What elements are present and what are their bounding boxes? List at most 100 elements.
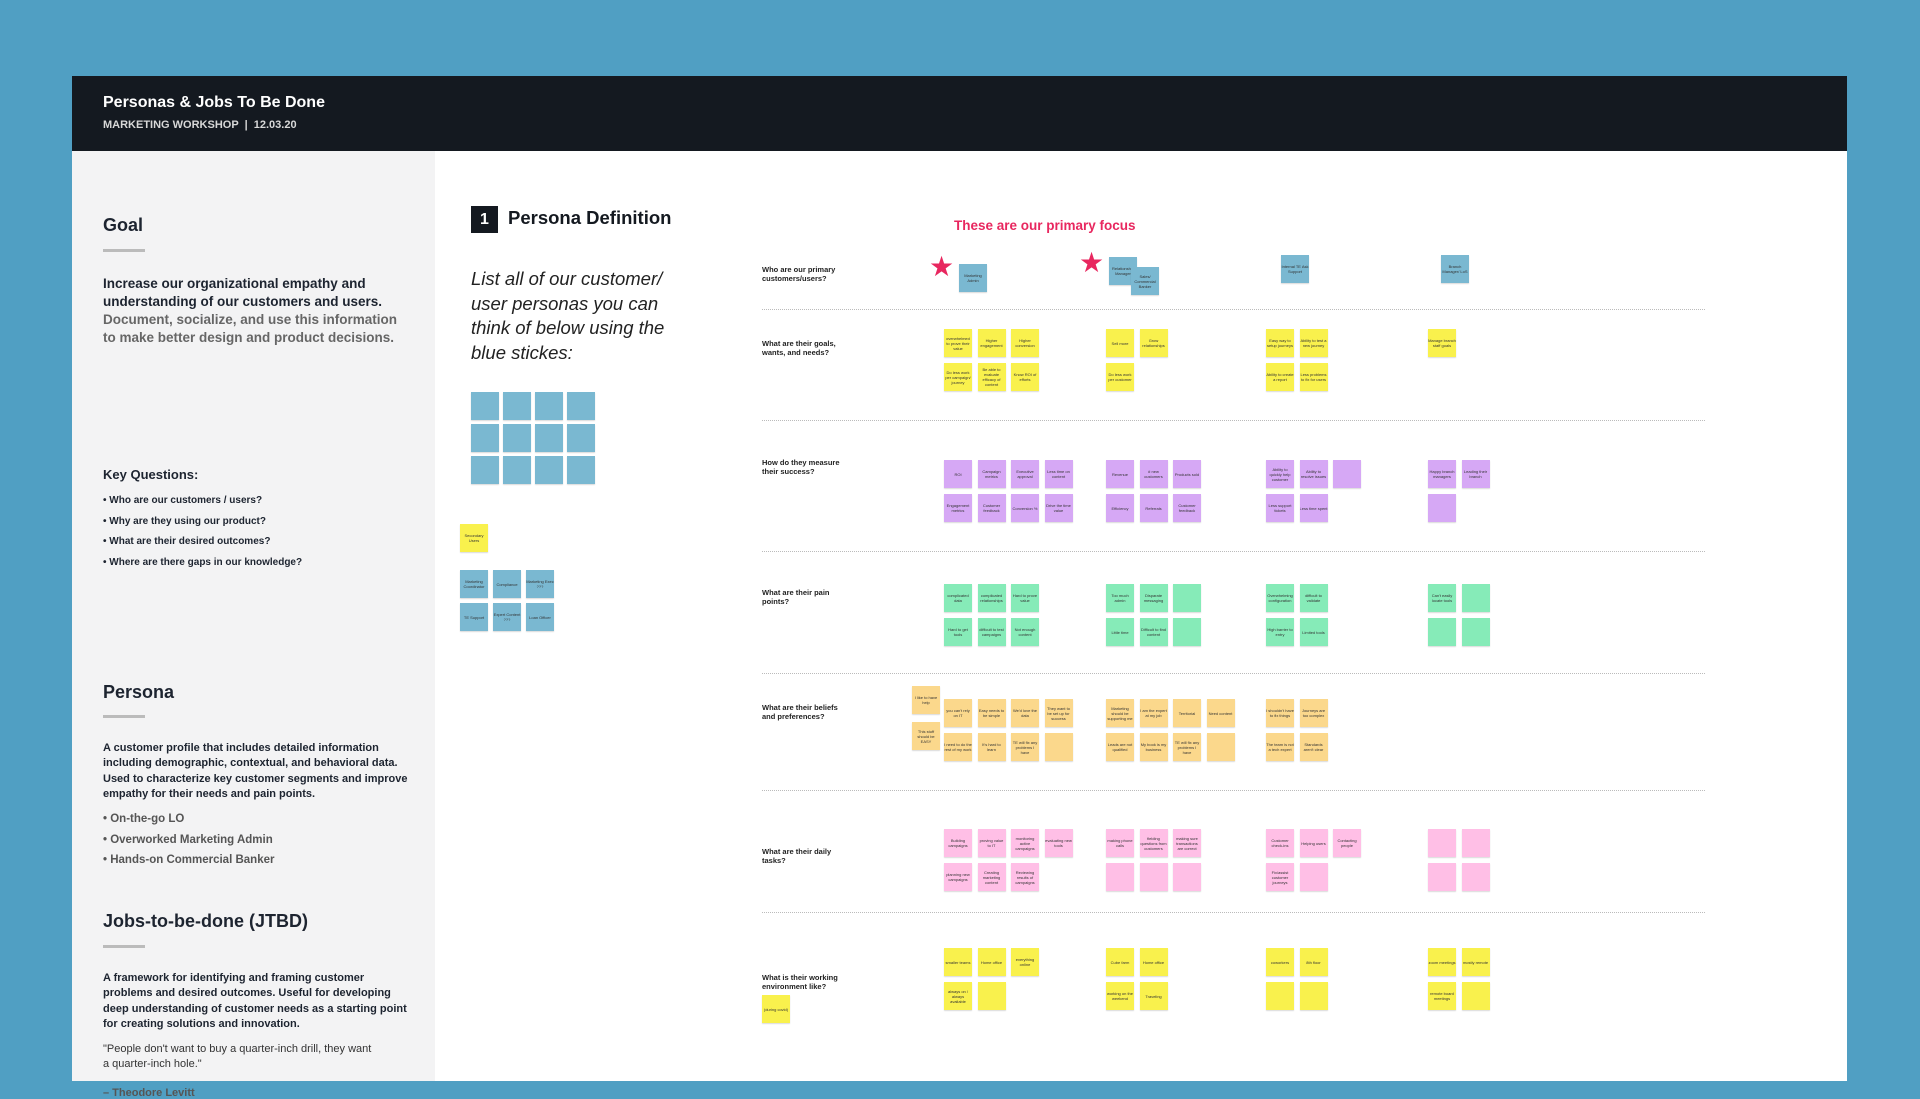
sticky-note: Ability to create a report (1266, 363, 1294, 391)
goal-bold: Increase our organizational empathy and … (103, 276, 383, 309)
sticky-note: Executive approval (1011, 460, 1039, 488)
sticky-note: Compliance (493, 570, 521, 598)
sticky-note (1461, 982, 1490, 1010)
sticky-note: We'd love the data (1011, 699, 1039, 727)
sticky-note: evaluating new tools (1044, 829, 1073, 857)
key-question: • Why are they using our product? (103, 515, 266, 527)
row-question: What are their daily tasks? (762, 847, 832, 865)
sticky-note: They want to be set up for success (1044, 699, 1073, 727)
sticky-note: Overwhelming configuration (1266, 584, 1294, 612)
sticky-note (1428, 863, 1456, 891)
sticky-note: zoom meetings (1428, 948, 1456, 976)
sticky-note: Creating marketing content (977, 863, 1006, 891)
sticky-note: Products sold (1173, 460, 1201, 488)
sticky-note: overwhelmed to prove their value (944, 329, 972, 357)
key-questions: • Who are our customers / users? • Why ar… (103, 491, 302, 573)
sticky-note (1461, 829, 1490, 857)
sticky-note (1106, 863, 1134, 891)
divider (762, 912, 1705, 913)
sticky-note: making phone calls (1106, 829, 1134, 857)
sticky-note: Efficiency (1106, 494, 1134, 522)
rule (103, 945, 145, 948)
sticky-note (567, 424, 595, 452)
sticky-note (535, 456, 563, 484)
divider (762, 673, 1705, 674)
instruction: List all of our customer/ user personas … (471, 268, 665, 363)
board: Personas & Jobs To Be Done MARKETING WOR… (72, 76, 1847, 1099)
attribution: – Theodore Levitt (103, 1087, 195, 1099)
canvas: 1 Persona Definition List all of our cus… (72, 76, 1847, 1081)
sticky-note: Disparate messaging (1139, 584, 1168, 612)
sticky-note: Need content (1206, 699, 1235, 727)
sticky-note: Traveling (1139, 982, 1168, 1010)
sticky-note: It's hard to learn (977, 733, 1006, 761)
sticky-note: Happy branch managers (1428, 460, 1456, 488)
sticky-note: Helping users (1299, 829, 1328, 857)
sticky-note (1173, 863, 1201, 891)
sticky-note: Fix/assist customer journeys (1266, 863, 1294, 891)
sticky-note: Building campaigns (944, 829, 972, 857)
sticky-note: I like to have help (912, 686, 940, 714)
sticky-note: ROI (944, 460, 972, 488)
sticky-note: Cube farm (1106, 948, 1134, 976)
sticky-note: Drive the time value (1044, 494, 1073, 522)
sticky-note (1299, 863, 1328, 891)
sticky-note: Less time on content (1044, 460, 1073, 488)
sticky-note (503, 424, 531, 452)
divider (762, 309, 1705, 310)
sticky-note: Marketing should be supporting me (1106, 699, 1134, 727)
sticky-note (471, 424, 499, 452)
sticky-note (1173, 584, 1201, 612)
key-question: • Who are our customers / users? (103, 495, 263, 506)
sticky-note: Campaign metrics (977, 460, 1006, 488)
sticky-note: complicated relationships (977, 584, 1006, 612)
sticky-note: working on the weekend (1106, 982, 1134, 1010)
persona-list: • On-the-go LO • Overworked Marketing Adm… (103, 809, 274, 871)
jtbd-text: A framework for identifying and framing … (103, 972, 407, 1030)
persona-item: • Hands-on Commercial Banker (103, 854, 275, 866)
sticky-note: Leading their branch (1461, 460, 1490, 488)
persona-item: • On-the-go LO (103, 813, 185, 825)
sticky-note: TE Support (460, 603, 488, 631)
row-question: What are their goals, wants, and needs? (762, 339, 836, 357)
sticky-note: Not enough content (1011, 618, 1039, 646)
sticky-note: everything online (1011, 948, 1039, 976)
goal-detail: Document, socialize, and use this inform… (103, 312, 398, 345)
sticky-note: TE will fix any problems I have (1011, 733, 1039, 761)
sticky-note (1299, 982, 1328, 1010)
sticky-note (1173, 618, 1201, 646)
divider (762, 790, 1705, 791)
sticky-note: I need to do the rest of my work (944, 733, 972, 761)
sticky-note (1461, 863, 1490, 891)
sticky-note: proving value to IT (977, 829, 1006, 857)
persona-item: • Overworked Marketing Admin (103, 833, 273, 846)
section-number: 1 (471, 206, 498, 233)
sticky-note: Be able to evaluate efficacy of content (977, 363, 1006, 391)
sticky-note: Home office (1139, 948, 1168, 976)
sticky-note: Hard to prove value (1011, 584, 1039, 612)
row-question: What are their pain points? (762, 588, 830, 606)
sticky-note (471, 392, 499, 420)
sticky-note (567, 456, 595, 484)
quote: "People don't want to buy a quarter-inch… (103, 1043, 372, 1071)
sticky-note (1044, 733, 1073, 761)
sticky-note: This stuff should be EASY (912, 722, 940, 750)
persona-heading: Persona (103, 682, 175, 702)
sticky-note (1428, 618, 1456, 646)
rule (103, 249, 145, 252)
key-question: • Where are there gaps in our knowledge? (103, 556, 303, 568)
sticky-note: Ability to test a new journey (1299, 329, 1328, 357)
sticky-note: Contacting people (1333, 829, 1361, 857)
sticky-note: Limited tools (1299, 618, 1328, 646)
focus-note: These are our primary focus (954, 218, 1136, 233)
sticky-note: Customer feedback (977, 494, 1006, 522)
sticky-note: Less time spent (1299, 494, 1328, 522)
sticky-note (503, 392, 531, 420)
sticky-note: Less support tickets (1266, 494, 1294, 522)
sticky-note: smaller teams (944, 948, 972, 976)
sticky-note: Can't easily locate tools (1428, 584, 1456, 612)
row-question: What is their working environment like? (762, 973, 838, 991)
sticky-note: Secondary Users (460, 524, 488, 552)
row-question: How do they measure their success? (762, 458, 840, 476)
sticky-note: Internal TE Ask Support (1281, 255, 1309, 283)
